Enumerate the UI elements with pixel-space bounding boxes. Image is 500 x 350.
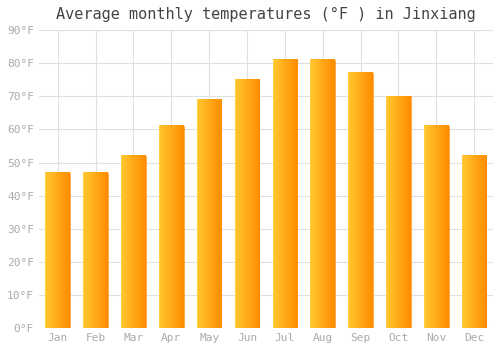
Title: Average monthly temperatures (°F ) in Jinxiang: Average monthly temperatures (°F ) in Ji… [56, 7, 476, 22]
